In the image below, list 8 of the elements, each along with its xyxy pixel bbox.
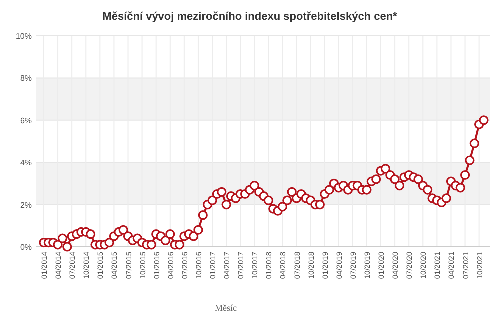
y-tick-label: 2% [20,200,32,210]
y-tick-label: 10% [16,32,32,41]
y-tick-label: 4% [20,158,32,168]
y-tick-label: 0% [20,243,32,252]
chart-title: Měsíční vývoj meziročního indexu spotřebitelských cen* [102,11,398,23]
y-tick-label: 8% [20,74,32,84]
x-axis-title: Měsíc [215,303,237,313]
y-tick-label: 6% [20,116,32,126]
